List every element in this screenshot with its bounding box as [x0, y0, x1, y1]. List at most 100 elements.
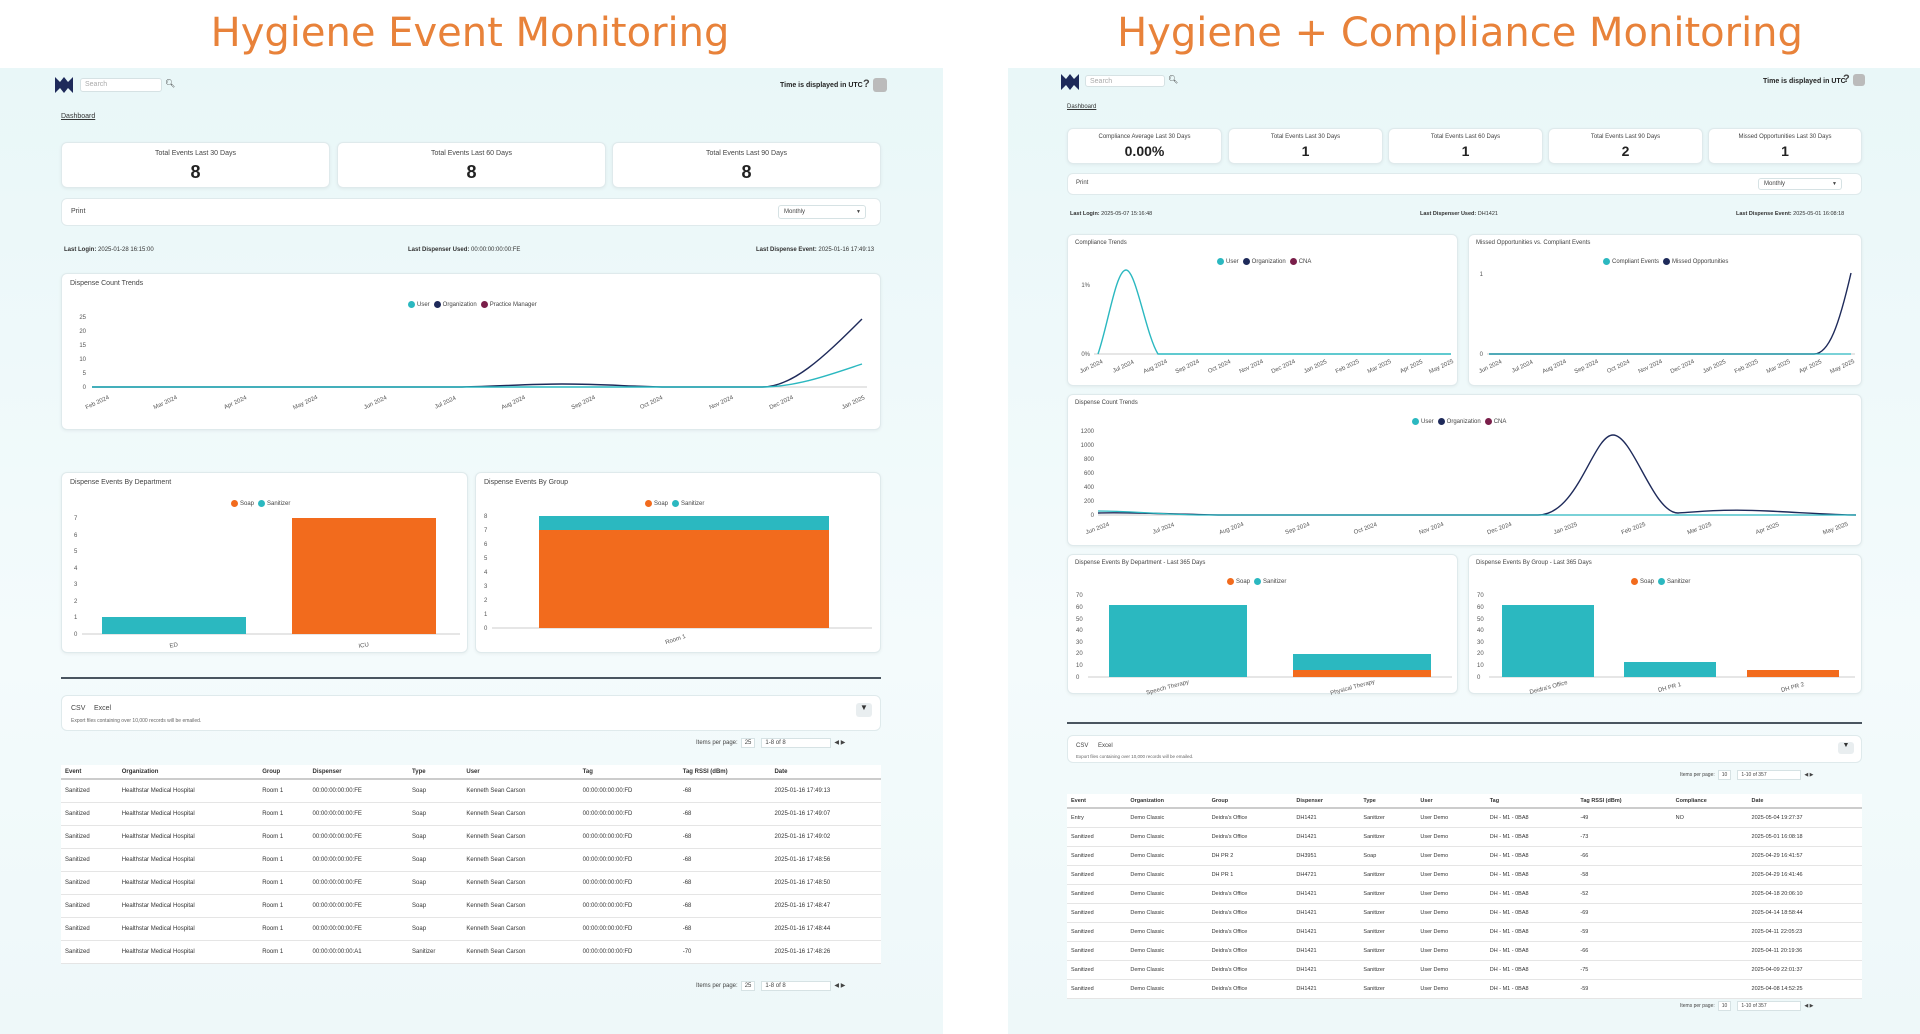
print-button[interactable]: Print [1076, 180, 1089, 186]
export-csv-button[interactable]: CSV [71, 705, 86, 712]
column-header[interactable]: Type [408, 765, 463, 780]
breadcrumb[interactable]: Dashboard [61, 113, 96, 120]
column-header[interactable]: Compliance [1671, 794, 1748, 809]
table-row[interactable]: Sanitized Healthstar Medical Hospital Room… [61, 802, 881, 826]
column-header[interactable]: Event [1067, 794, 1127, 809]
column-header[interactable]: Type [1359, 794, 1417, 809]
table-cell: Demo Classic [1126, 865, 1208, 885]
print-button[interactable]: Print [71, 208, 86, 215]
x-tick-label: DH PR 1 [1658, 682, 1683, 694]
table-cell: 00:00:00:00:00:A1 [308, 940, 409, 964]
column-header[interactable]: Group [1207, 794, 1293, 809]
table-cell: User Demo [1416, 808, 1486, 828]
column-header[interactable]: Tag [578, 765, 679, 780]
y-tick-label: 1 [484, 612, 488, 618]
page-size-select[interactable]: 10 [1717, 770, 1732, 780]
column-header[interactable]: User [1416, 794, 1486, 809]
column-header[interactable]: Organization [1126, 794, 1208, 809]
table-cell: 2025-04-08 14:52:25 [1747, 979, 1862, 999]
column-header[interactable]: Event [61, 765, 118, 780]
user-avatar-icon[interactable] [1853, 74, 1865, 86]
column-header[interactable]: User [462, 765, 579, 780]
table-row[interactable]: Sanitized Healthstar Medical Hospital Room… [61, 848, 881, 872]
table-cell: Sanitized [61, 871, 118, 895]
table-cell: Sanitized [61, 802, 118, 826]
page-size-select[interactable]: 25 [740, 738, 756, 748]
last-event-value: 2025-01-16 17:49:13 [818, 247, 875, 253]
y-tick-label: 7 [74, 516, 78, 522]
table-cell: Room 1 [258, 802, 309, 826]
column-header[interactable]: Date [770, 765, 881, 780]
export-excel-button[interactable]: Excel [1098, 743, 1113, 749]
chart-title: Dispense Events By Department - Last 365… [1075, 560, 1206, 566]
next-page-icon[interactable]: ▶ [840, 740, 846, 746]
table-row[interactable]: Sanitized Healthstar Medical Hospital Room… [61, 940, 881, 964]
column-header[interactable]: Dispenser [1292, 794, 1360, 809]
column-header[interactable]: Date [1747, 794, 1862, 809]
column-header[interactable]: Organization [117, 765, 259, 780]
table-row[interactable]: Sanitized Healthstar Medical Hospital Room… [61, 871, 881, 895]
period-select[interactable]: Monthly ▼ [1758, 178, 1842, 190]
filter-icon[interactable]: ▼ [1838, 742, 1854, 754]
bar-speech-sanitizer [1109, 605, 1247, 677]
column-header[interactable]: Group [258, 765, 309, 780]
table-row[interactable]: Sanitized Demo Classic Deidra's Office DH14… [1067, 903, 1862, 923]
page-range-select[interactable]: 1-10 of 357 [1737, 1001, 1802, 1011]
page-size-select[interactable]: 10 [1717, 1001, 1732, 1011]
export-bar: CSV Excel Export files containing over 1… [1067, 735, 1862, 763]
table-row[interactable]: Sanitized Healthstar Medical Hospital Room… [61, 917, 881, 941]
table-row[interactable]: Sanitized Demo Classic Deidra's Office DH14… [1067, 960, 1862, 980]
export-csv-button[interactable]: CSV [1076, 743, 1089, 749]
prev-page-icon[interactable]: ◀ [1804, 1003, 1809, 1009]
table-row[interactable]: Sanitized Healthstar Medical Hospital Room… [61, 894, 881, 918]
next-page-icon[interactable]: ▶ [1809, 772, 1814, 778]
page-range-select[interactable]: 1-10 of 357 [1737, 770, 1802, 780]
filter-icon[interactable]: ▼ [856, 703, 872, 717]
brand-logo-icon[interactable] [54, 76, 74, 94]
table-row[interactable]: Sanitized Demo Classic Deidra's Office DH14… [1067, 827, 1862, 847]
export-excel-button[interactable]: Excel [94, 705, 112, 712]
table-row[interactable]: Sanitized Demo Classic Deidra's Office DH14… [1067, 884, 1862, 904]
column-header[interactable]: Tag [1485, 794, 1577, 809]
table-cell: 00:00:00:00:00:FE [308, 894, 409, 918]
pager-label: Items per page: [696, 740, 738, 746]
table-row[interactable]: Sanitized Demo Classic Deidra's Office DH14… [1067, 979, 1862, 999]
search-icon[interactable]: 🔍︎ [165, 79, 176, 88]
next-page-icon[interactable]: ▶ [840, 983, 846, 989]
table-cell: Demo Classic [1126, 979, 1208, 999]
y-tick-label: 40 [1076, 628, 1083, 634]
search-icon[interactable]: 🔍︎ [1168, 75, 1179, 84]
prev-page-icon[interactable]: ◀ [834, 983, 840, 989]
column-header[interactable]: Tag RSSI (dBm) [1576, 794, 1672, 809]
last-dispenser-label: Last Dispenser Used: [408, 247, 470, 253]
page-range-select[interactable]: 1-8 of 8 [761, 738, 832, 748]
table-cell: Deidra's Office [1207, 979, 1293, 999]
search-input[interactable]: Search [80, 78, 162, 92]
search-input[interactable]: Search [1085, 75, 1165, 87]
column-header[interactable]: Tag RSSI (dBm) [678, 765, 771, 780]
table-row[interactable]: Sanitized Healthstar Medical Hospital Room… [61, 825, 881, 849]
y-tick-label: 15 [79, 343, 86, 349]
table-row[interactable]: Entry Demo Classic Deidra's Office DH1421 Sa… [1067, 808, 1862, 828]
help-icon[interactable]: ? [863, 78, 870, 90]
table-row[interactable]: Sanitized Healthstar Medical Hospital Room… [61, 779, 881, 803]
table-row[interactable]: Sanitized Demo Classic DH PR 1 DH4721 Saniti… [1067, 865, 1862, 885]
table-row[interactable]: Sanitized Demo Classic Deidra's Office DH14… [1067, 941, 1862, 961]
breadcrumb[interactable]: Dashboard [1067, 104, 1097, 110]
table-cell: -69 [1576, 903, 1672, 923]
user-avatar-icon[interactable] [873, 78, 887, 92]
prev-page-icon[interactable]: ◀ [1804, 772, 1809, 778]
help-icon[interactable]: ? [1843, 73, 1850, 85]
page-range-select[interactable]: 1-8 of 8 [761, 981, 832, 991]
brand-logo-icon[interactable] [1060, 73, 1080, 91]
prev-page-icon[interactable]: ◀ [834, 740, 840, 746]
next-page-icon[interactable]: ▶ [1809, 1003, 1814, 1009]
period-select[interactable]: Monthly ▼ [778, 205, 866, 219]
page-size-select[interactable]: 25 [740, 981, 756, 991]
column-header[interactable]: Dispenser [308, 765, 409, 780]
table-row[interactable]: Sanitized Demo Classic Deidra's Office DH14… [1067, 922, 1862, 942]
chevron-down-icon: ▼ [856, 209, 861, 215]
series-missed-line [1489, 272, 1852, 355]
table-row[interactable]: Sanitized Demo Classic DH PR 2 DH3951 Soap Us… [1067, 846, 1862, 866]
stat-card: Total Events Last 30 Days 8 [61, 142, 330, 188]
